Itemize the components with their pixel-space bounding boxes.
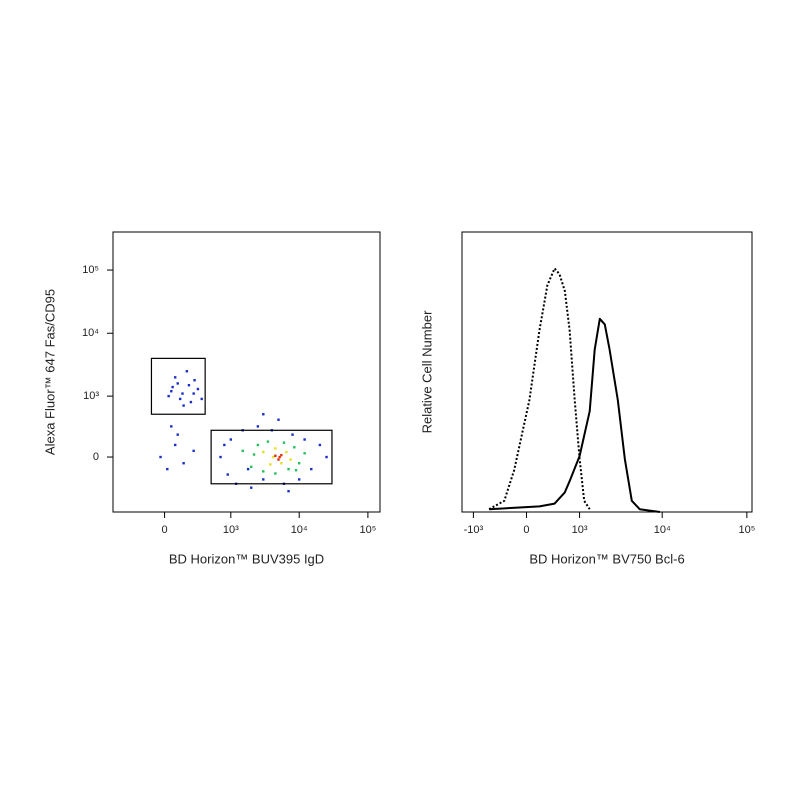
x-tick-label: 10⁵	[360, 524, 377, 536]
y-tick-label: 10⁵	[82, 264, 99, 276]
dot	[229, 438, 233, 441]
gate	[210, 429, 333, 485]
dot	[189, 400, 193, 404]
dot	[294, 469, 298, 472]
plot-frame	[461, 231, 753, 513]
x-tick-label: 10⁴	[291, 524, 308, 536]
dot	[297, 462, 301, 465]
histogram-curve	[489, 317, 661, 513]
dot	[246, 467, 250, 471]
dot	[182, 462, 185, 465]
dot	[291, 433, 294, 436]
dot	[262, 478, 265, 481]
dot	[181, 392, 184, 395]
dot	[289, 458, 292, 461]
dot	[274, 447, 277, 450]
dot	[196, 387, 200, 391]
dot	[192, 392, 195, 395]
x-tick-label: 10⁵	[738, 524, 755, 536]
dot	[167, 394, 170, 398]
dot	[325, 455, 328, 459]
dot	[250, 465, 253, 469]
dot	[170, 425, 173, 428]
dot	[178, 397, 182, 401]
dot	[278, 455, 281, 459]
y-tick-label: 10⁴	[82, 327, 99, 339]
dot	[285, 450, 288, 454]
dot	[310, 467, 313, 471]
dot	[182, 404, 185, 407]
y-tick-label: 0	[93, 451, 99, 463]
x-axis-label: BD Horizon™ BV750 Bcl-6	[529, 551, 684, 566]
y-axis-label: Alexa Fluor™ 647 Fas/CD95	[42, 289, 57, 455]
dot	[262, 450, 265, 454]
histogram-curve	[488, 267, 591, 511]
dot	[174, 443, 177, 447]
x-axis-label: BD Horizon™ BUV395 IgD	[169, 551, 324, 566]
dot	[171, 385, 174, 389]
dot	[200, 397, 203, 401]
dot	[193, 379, 196, 382]
dot	[318, 443, 322, 447]
dot	[223, 443, 226, 447]
dot	[297, 478, 301, 481]
dot	[262, 413, 265, 416]
x-tick-label: 10⁴	[654, 524, 671, 536]
dot	[170, 390, 173, 393]
dot	[219, 455, 222, 459]
dot	[303, 438, 306, 441]
dot	[287, 467, 290, 471]
x-tick-label: 0	[162, 524, 168, 536]
dot	[282, 441, 286, 444]
dot	[250, 486, 253, 489]
dot	[280, 462, 283, 465]
dot	[277, 418, 280, 421]
dot	[262, 470, 265, 473]
dot	[277, 458, 280, 461]
dot	[174, 376, 177, 379]
dot	[176, 382, 179, 385]
dot	[256, 425, 260, 428]
dot	[252, 453, 256, 456]
dot	[274, 472, 277, 475]
plot-frame	[112, 231, 381, 513]
dot	[176, 433, 179, 436]
y-axis-label: Relative Cell Number	[419, 310, 434, 433]
dot	[166, 467, 169, 471]
dot	[226, 473, 229, 476]
dot	[187, 383, 191, 387]
x-tick-label: -10³	[464, 524, 484, 536]
dot	[192, 449, 195, 453]
dot	[303, 452, 306, 455]
dot	[256, 443, 260, 447]
y-tick-label: 10³	[83, 390, 99, 402]
x-tick-label: 0	[523, 524, 529, 536]
x-tick-label: 10³	[572, 524, 588, 536]
dot	[274, 454, 277, 457]
dot	[241, 449, 244, 453]
dot	[159, 455, 162, 459]
dot	[185, 370, 189, 373]
dot	[293, 446, 296, 449]
dot	[287, 489, 290, 493]
dot	[266, 440, 270, 443]
gate	[150, 357, 206, 415]
x-tick-label: 10³	[223, 524, 239, 536]
dot	[280, 453, 283, 457]
dot	[269, 463, 272, 466]
dot	[272, 455, 275, 459]
